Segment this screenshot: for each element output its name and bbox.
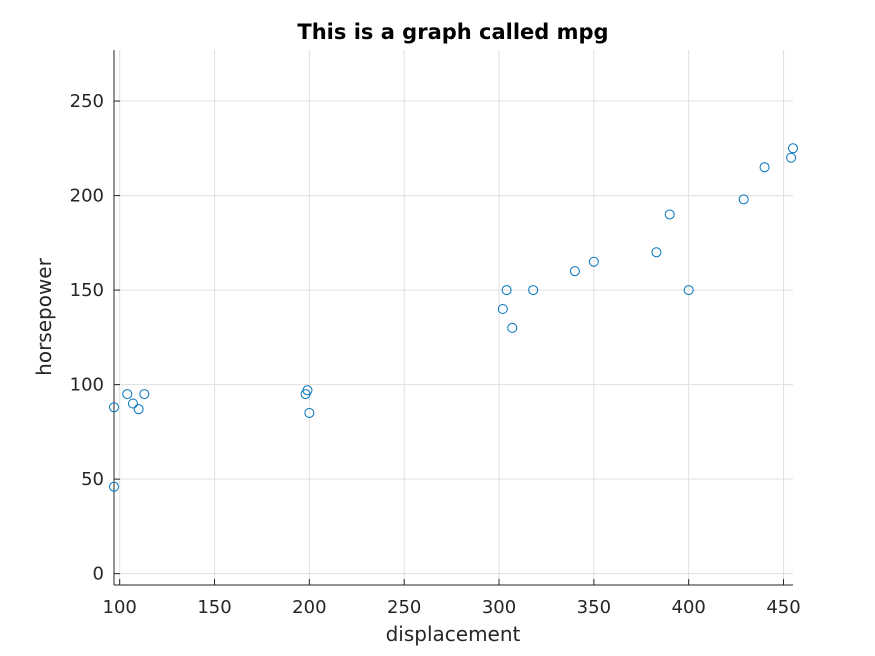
data-point (786, 152, 797, 163)
data-point (127, 398, 138, 409)
x-tick-label: 350 (577, 597, 611, 618)
data-point (664, 209, 675, 220)
data-point (501, 285, 512, 296)
x-tick-label: 200 (292, 597, 326, 618)
y-tick-label: 0 (93, 564, 104, 585)
x-tick-label: 100 (103, 597, 137, 618)
axes (113, 50, 793, 586)
y-tick-label: 100 (70, 375, 104, 396)
y-axis-label: horsepower (32, 257, 56, 375)
data-point (569, 266, 580, 277)
data-point (109, 402, 119, 413)
grid (114, 50, 793, 585)
x-tick-label: 250 (387, 597, 421, 618)
data-point (683, 285, 694, 296)
data-point (528, 285, 539, 296)
x-axis-label: displacement (386, 622, 521, 646)
data-point (507, 322, 518, 333)
data-point (302, 385, 313, 396)
data-point (588, 256, 599, 267)
y-tick-label: 250 (70, 91, 104, 112)
data-point (122, 389, 133, 400)
x-tick-label: 150 (197, 597, 231, 618)
data-points (109, 143, 798, 492)
data-point (651, 247, 662, 258)
data-point (759, 162, 770, 173)
data-point (788, 143, 798, 154)
data-point (109, 481, 119, 492)
y-tick-label: 50 (81, 469, 104, 490)
x-tick-label: 450 (766, 597, 800, 618)
data-point (738, 194, 749, 205)
ticks: 100 150 200 250 300 350 400 450 0 50 100 150 200 250 (70, 91, 801, 618)
data-point (304, 407, 315, 418)
y-tick-label: 200 (70, 186, 104, 207)
x-tick-label: 400 (672, 597, 706, 618)
data-point (133, 404, 144, 415)
data-point (497, 303, 508, 314)
data-point (139, 389, 150, 400)
chart-title: This is a graph called mpg (297, 20, 608, 44)
y-tick-label: 150 (70, 280, 104, 301)
x-tick-label: 300 (482, 597, 516, 618)
